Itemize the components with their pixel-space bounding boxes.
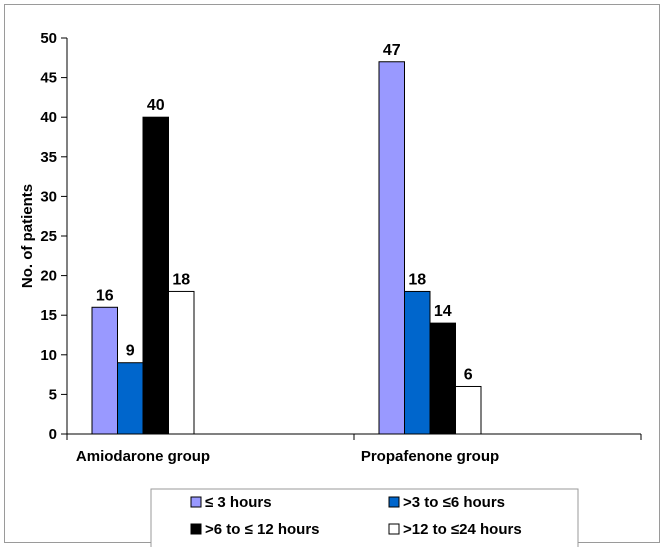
bar [455,385,482,435]
bar [404,290,431,435]
bar-value-label: 14 [434,303,452,320]
y-tick-label: 50 [40,30,57,47]
bar-value-label: 9 [126,343,135,360]
legend-swatch [190,523,202,535]
x-axis: Amiodarone group Propafenone group [66,433,642,465]
y-tick-label: 35 [40,149,57,166]
x-category-label: Amiodarone group [76,448,210,465]
legend: ≤ 3 hours >3 to ≤6 hours >6 to ≤ 12 hours >… [150,488,579,547]
y-tick-label: 30 [40,188,57,205]
y-tick-label: 0 [49,426,57,443]
legend-label: >6 to ≤ 12 hours [205,521,320,538]
bar-value-label: 6 [464,366,473,383]
bar-value-label: 18 [408,271,426,288]
y-axis-label: No. of patients [19,184,36,288]
x-category-label: Propafenone group [361,448,499,465]
legend-label: >12 to ≤24 hours [403,521,522,538]
bar-value-label: 16 [96,287,114,304]
bar [117,362,144,435]
bar [91,306,118,435]
bar-value-label: 40 [147,97,165,114]
y-tick-label: 15 [40,307,57,324]
bar [168,290,195,435]
y-tick-label: 25 [40,228,57,245]
bar-value-label: 18 [172,271,190,288]
bar [378,61,405,435]
bar [429,322,456,435]
bars [91,61,482,435]
bar-value-label: 47 [383,42,401,59]
y-tick-label: 5 [49,386,57,403]
legend-label: ≤ 3 hours [205,494,272,511]
y-tick-label: 45 [40,70,57,87]
legend-swatch [388,496,400,508]
y-tick-label: 20 [40,268,57,285]
y-axis: 0 5 10 15 20 25 30 35 40 45 50 [40,30,68,443]
legend-box [150,488,579,547]
chart-frame [4,4,660,543]
bar [142,116,169,435]
y-tick-label: 40 [40,109,57,126]
legend-label: >3 to ≤6 hours [403,494,505,511]
y-tick-label: 10 [40,347,57,364]
legend-swatch [388,523,400,535]
data-labels: 16 9 40 18 47 18 14 6 [96,42,473,384]
legend-swatch [190,496,202,508]
